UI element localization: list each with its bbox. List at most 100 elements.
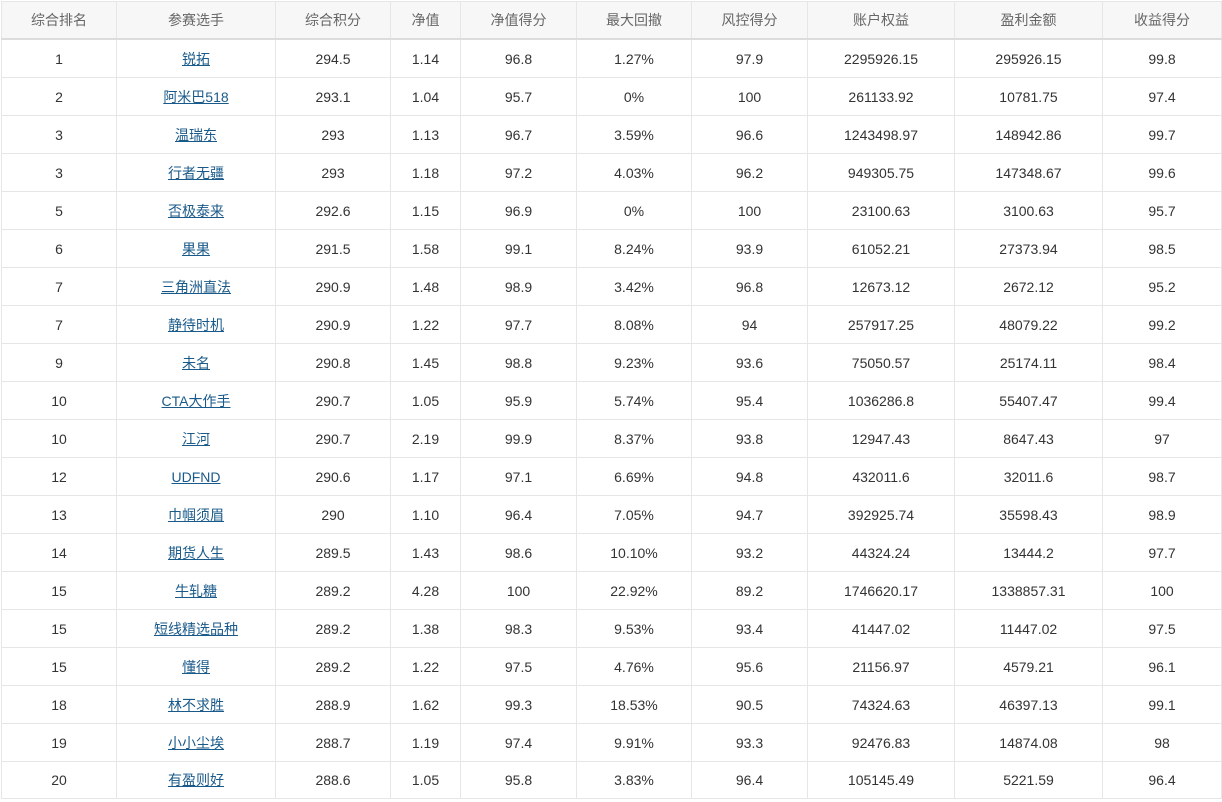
player-link[interactable]: 牛轧糖	[175, 582, 217, 599]
net-value-score-cell: 99.9	[460, 419, 577, 458]
max-drawdown-cell: 0%	[576, 77, 692, 116]
player-link[interactable]: CTA大作手	[161, 392, 231, 409]
profit-amount-cell: 1338857.31	[954, 571, 1103, 610]
player-cell: CTA大作手	[116, 381, 276, 420]
risk-score-cell: 96.2	[691, 153, 808, 192]
column-header-net-value[interactable]: 净值	[390, 1, 461, 40]
player-cell: 果果	[116, 229, 276, 268]
net-value-score-cell: 97.4	[460, 723, 577, 762]
max-drawdown-cell: 7.05%	[576, 495, 692, 534]
account-equity-cell: 12947.43	[807, 419, 955, 458]
net-value-cell: 1.18	[390, 153, 461, 192]
player-link[interactable]: 否极泰来	[168, 202, 224, 219]
player-link[interactable]: UDFND	[171, 468, 221, 485]
player-link[interactable]: 期货人生	[168, 544, 224, 561]
net-value-cell: 4.28	[390, 571, 461, 610]
return-score-cell: 96.1	[1102, 647, 1222, 686]
player-link[interactable]: 未名	[182, 354, 210, 371]
net-value-cell: 1.45	[390, 343, 461, 382]
player-cell: 小小尘埃	[116, 723, 276, 762]
account-equity-cell: 257917.25	[807, 305, 955, 344]
column-header-player[interactable]: 参赛选手	[116, 1, 276, 40]
max-drawdown-cell: 9.91%	[576, 723, 692, 762]
net-value-score-cell: 97.1	[460, 457, 577, 496]
account-equity-cell: 1036286.8	[807, 381, 955, 420]
player-link[interactable]: 懂得	[182, 658, 210, 675]
net-value-cell: 1.58	[390, 229, 461, 268]
player-link[interactable]: 锐拓	[182, 50, 210, 67]
player-cell: 有盈则好	[116, 761, 276, 799]
account-equity-cell: 105145.49	[807, 761, 955, 799]
rank-cell: 15	[1, 571, 117, 610]
table-row: 15 牛轧糖 289.2 4.28 100 22.92% 89.2 1746620.17 133…	[1, 571, 1222, 610]
return-score-cell: 99.8	[1102, 38, 1222, 78]
player-link[interactable]: 温瑞东	[175, 126, 217, 143]
net-value-cell: 1.05	[390, 761, 461, 799]
risk-score-cell: 100	[691, 191, 808, 230]
column-header-max-drawdown[interactable]: 最大回撤	[576, 1, 692, 40]
player-link[interactable]: 阿米巴518	[163, 88, 229, 105]
rank-cell: 3	[1, 153, 117, 192]
rank-cell: 2	[1, 77, 117, 116]
player-link[interactable]: 江河	[182, 430, 210, 447]
return-score-cell: 95.2	[1102, 267, 1222, 306]
total-score-cell: 290	[275, 495, 391, 534]
max-drawdown-cell: 22.92%	[576, 571, 692, 610]
profit-amount-cell: 8647.43	[954, 419, 1103, 458]
column-header-profit-amount[interactable]: 盈利金额	[954, 1, 1103, 40]
net-value-score-cell: 99.1	[460, 229, 577, 268]
net-value-score-cell: 98.6	[460, 533, 577, 572]
column-header-total-score[interactable]: 综合积分	[275, 1, 391, 40]
table-row: 10 CTA大作手 290.7 1.05 95.9 5.74% 95.4 1036286.8 5…	[1, 381, 1222, 420]
column-header-net-value-score[interactable]: 净值得分	[460, 1, 577, 40]
column-header-rank[interactable]: 综合排名	[1, 1, 117, 40]
max-drawdown-cell: 4.76%	[576, 647, 692, 686]
max-drawdown-cell: 10.10%	[576, 533, 692, 572]
table-header: 综合排名 参赛选手 综合积分 净值 净值得分 最大回撤 风控得分 账户权益 盈利…	[1, 1, 1222, 40]
rank-cell: 18	[1, 685, 117, 724]
account-equity-cell: 261133.92	[807, 77, 955, 116]
rank-cell: 12	[1, 457, 117, 496]
profit-amount-cell: 14874.08	[954, 723, 1103, 762]
table-body: 1 锐拓 294.5 1.14 96.8 1.27% 97.9 2295926.15 29592…	[1, 38, 1222, 799]
table-row: 6 果果 291.5 1.58 99.1 8.24% 93.9 61052.21 27373.9…	[1, 229, 1222, 268]
total-score-cell: 289.2	[275, 571, 391, 610]
player-link[interactable]: 有盈则好	[168, 772, 224, 788]
return-score-cell: 95.7	[1102, 191, 1222, 230]
player-cell: 懂得	[116, 647, 276, 686]
total-score-cell: 289.2	[275, 609, 391, 648]
account-equity-cell: 92476.83	[807, 723, 955, 762]
total-score-cell: 290.6	[275, 457, 391, 496]
player-link[interactable]: 巾帼须眉	[168, 506, 224, 523]
player-cell: 温瑞东	[116, 115, 276, 154]
player-cell: 三角洲直法	[116, 267, 276, 306]
player-link[interactable]: 短线精选品种	[154, 620, 238, 637]
risk-score-cell: 93.2	[691, 533, 808, 572]
column-header-account-equity[interactable]: 账户权益	[807, 1, 955, 40]
risk-score-cell: 96.4	[691, 761, 808, 799]
player-link[interactable]: 行者无疆	[168, 164, 224, 181]
player-link[interactable]: 林不求胜	[168, 696, 224, 713]
player-link[interactable]: 三角洲直法	[161, 278, 231, 295]
net-value-score-cell: 97.7	[460, 305, 577, 344]
rank-cell: 1	[1, 38, 117, 78]
rank-cell: 6	[1, 229, 117, 268]
net-value-score-cell: 96.7	[460, 115, 577, 154]
net-value-cell: 1.48	[390, 267, 461, 306]
risk-score-cell: 95.4	[691, 381, 808, 420]
player-link[interactable]: 静待时机	[168, 316, 224, 333]
column-header-risk-score[interactable]: 风控得分	[691, 1, 808, 40]
player-link[interactable]: 小小尘埃	[168, 734, 224, 751]
total-score-cell: 288.9	[275, 685, 391, 724]
max-drawdown-cell: 5.74%	[576, 381, 692, 420]
player-link[interactable]: 果果	[182, 240, 210, 257]
max-drawdown-cell: 3.59%	[576, 115, 692, 154]
table-row: 5 否极泰来 292.6 1.15 96.9 0% 100 23100.63 3100.63 95…	[1, 191, 1222, 230]
rank-cell: 14	[1, 533, 117, 572]
table-row: 19 小小尘埃 288.7 1.19 97.4 9.91% 93.3 92476.83 1487…	[1, 723, 1222, 762]
player-cell: 巾帼须眉	[116, 495, 276, 534]
column-header-return-score[interactable]: 收益得分	[1102, 1, 1222, 40]
table-row: 9 未名 290.8 1.45 98.8 9.23% 93.6 75050.57 25174.1…	[1, 343, 1222, 382]
table-row: 7 三角洲直法 290.9 1.48 98.9 3.42% 96.8 12673.12 2672…	[1, 267, 1222, 306]
